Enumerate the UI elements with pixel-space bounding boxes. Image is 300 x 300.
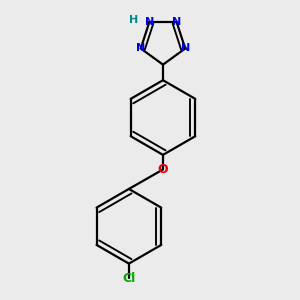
Text: O: O [158, 163, 168, 176]
Text: N: N [145, 17, 154, 27]
Text: N: N [172, 17, 181, 27]
Text: N: N [136, 44, 146, 53]
Text: H: H [129, 15, 138, 25]
Text: N: N [181, 44, 190, 53]
Text: Cl: Cl [122, 272, 136, 285]
